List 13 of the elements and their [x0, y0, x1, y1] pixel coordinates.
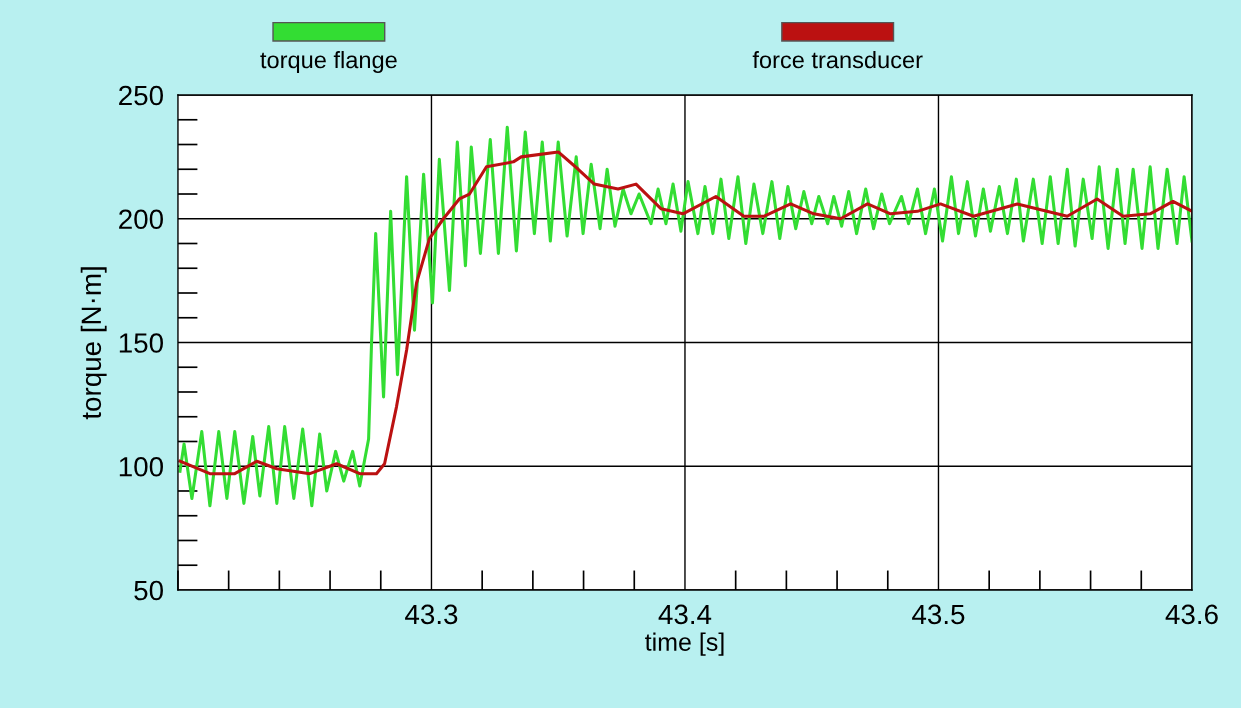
y-axis-title: torque [N·m]	[80, 267, 107, 420]
x-tick-label: 43.6	[1165, 604, 1218, 625]
y-tick-label: 50	[134, 580, 163, 601]
y-tick-label: 250	[119, 85, 163, 106]
x-axis-title: time [s]	[645, 632, 724, 656]
x-tick-label: 43.3	[405, 604, 458, 625]
legend-label: torque flange	[260, 50, 397, 73]
legend-label: force transducer	[752, 50, 923, 69]
y-tick-label: 100	[119, 456, 163, 477]
x-tick-label: 43.5	[912, 604, 965, 625]
x-tick-label: 43.4	[658, 604, 712, 625]
y-tick-label: 200	[119, 209, 163, 230]
y-tick-label: 150	[119, 333, 163, 353]
